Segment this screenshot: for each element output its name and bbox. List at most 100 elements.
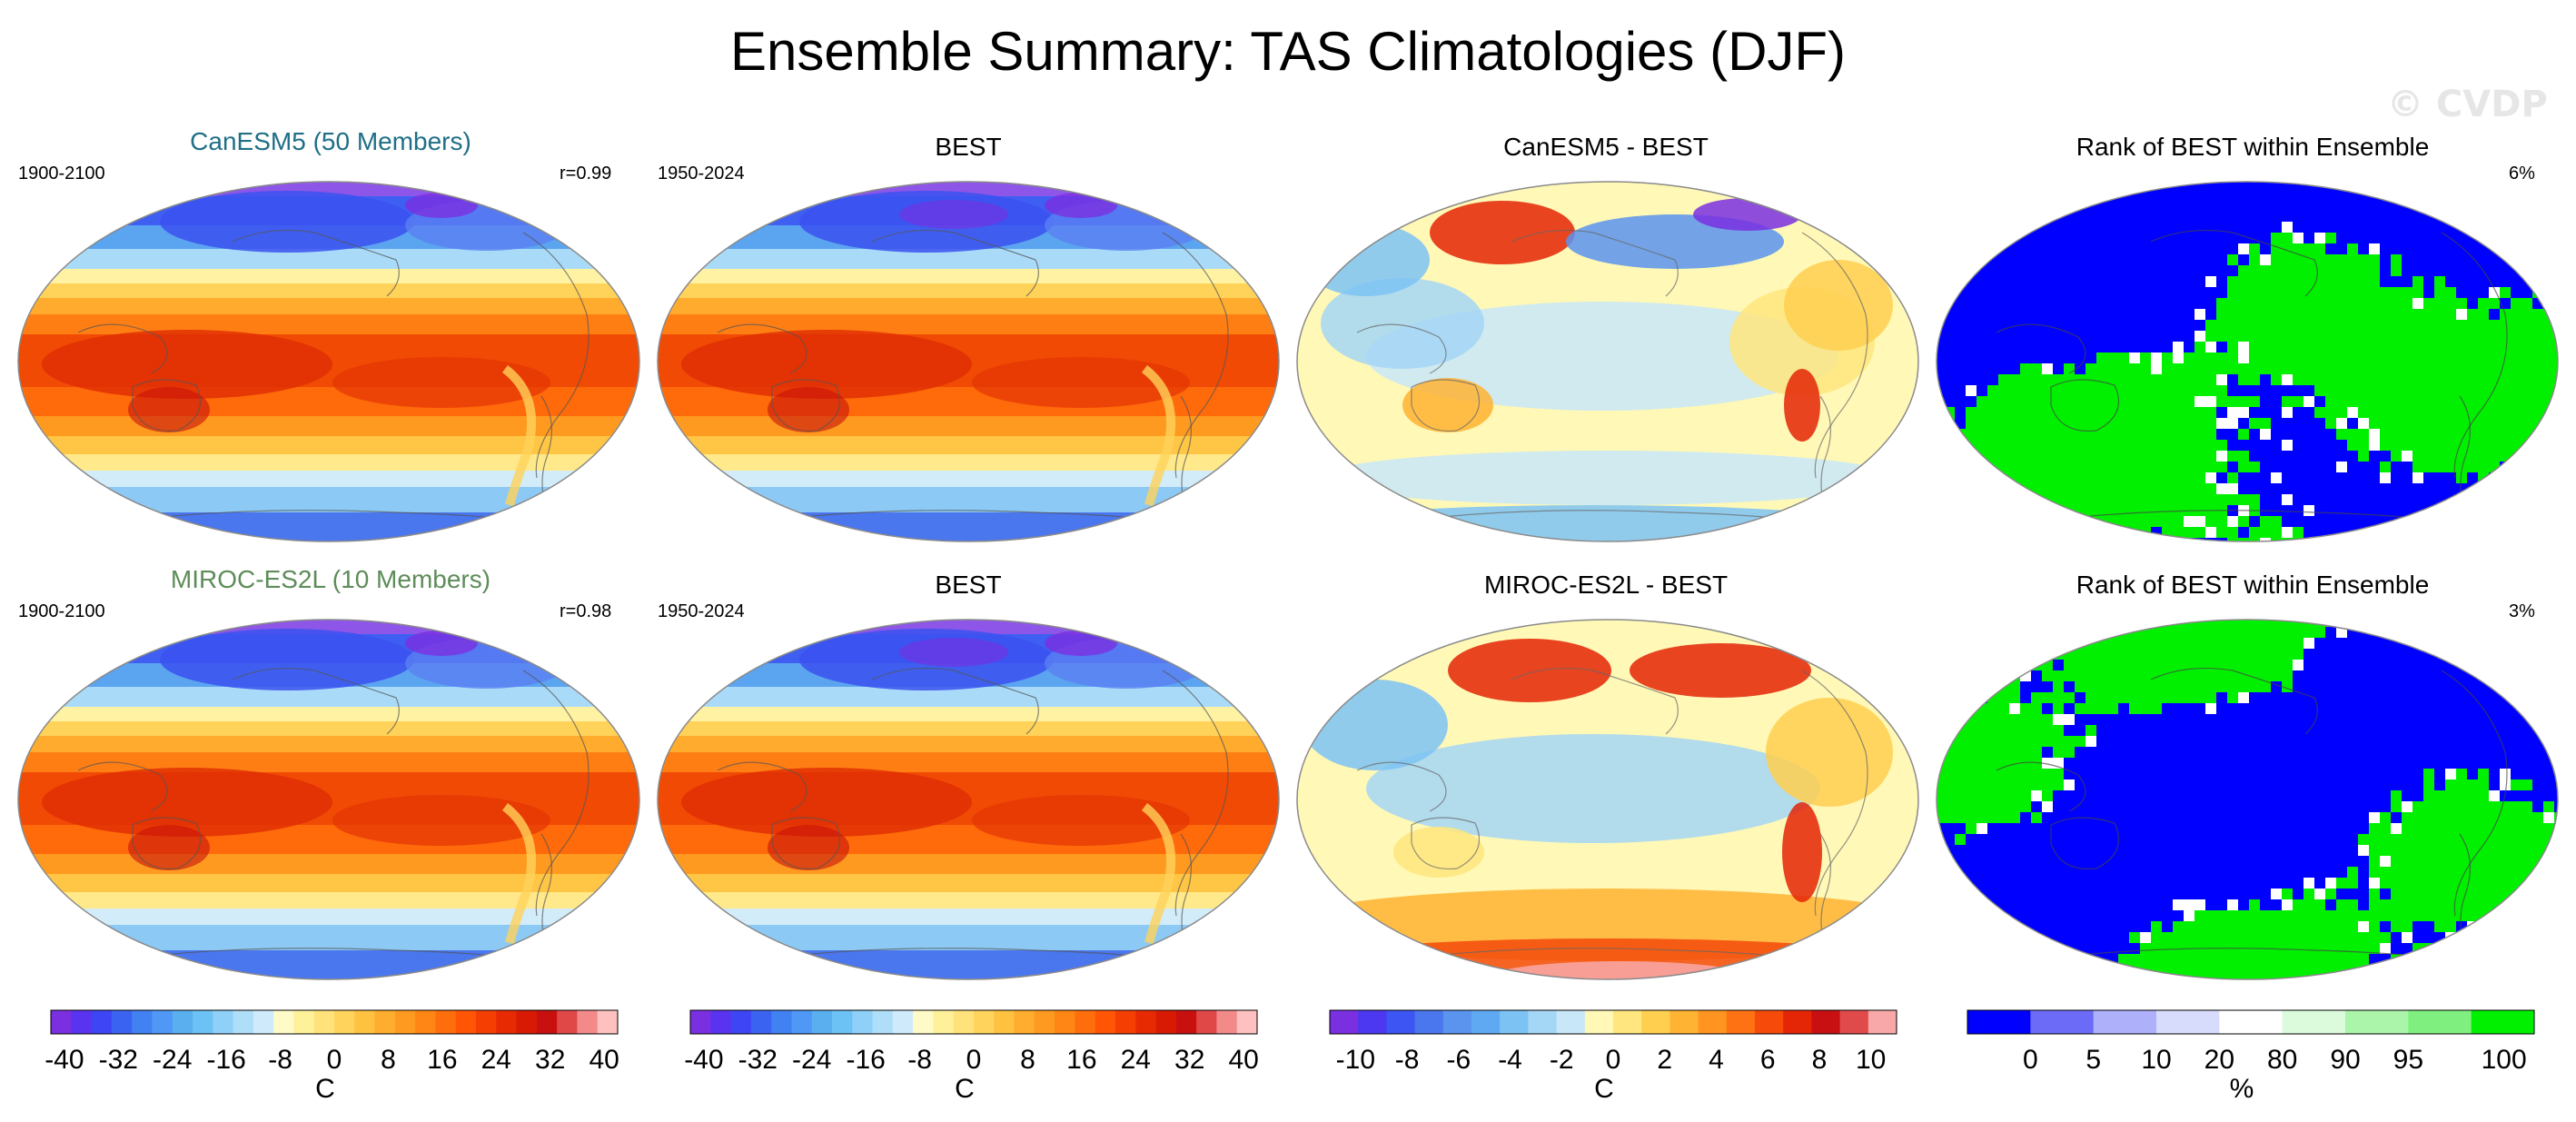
rank-title-row1: Rank of BEST within Ensemble: [2076, 133, 2430, 161]
colorbar-climatology-model: -40 -32 -24 -16 -8 0 8 16 24 32 40 C: [45, 1009, 619, 1104]
colorbar-swatch: [1755, 1010, 1784, 1034]
colorbar-swatch: [152, 1010, 173, 1034]
diff-title-row1: CanESM5 - BEST: [1503, 133, 1709, 161]
model-period-row2: 1900-2100: [18, 601, 105, 621]
colorbar-swatch: [1471, 1010, 1501, 1034]
colorbar-swatch: [1442, 1010, 1472, 1034]
colorbar-swatch: [994, 1010, 1016, 1034]
colorbar-tick-label: 4: [1709, 1045, 1724, 1075]
colorbar-swatch: [354, 1010, 376, 1034]
colorbar-tick-label: 32: [535, 1045, 565, 1075]
map-obs-climatology-row1: [657, 181, 1280, 542]
colorbar-frame: [1967, 1009, 2535, 1035]
colorbar-swatch: [974, 1010, 995, 1034]
colorbar-swatch: [1115, 1010, 1136, 1034]
colorbar-swatch: [2471, 1010, 2535, 1034]
colorbar-climatology-obs: -40 -32 -24 -16 -8 0 8 16 24 32 40 C: [684, 1009, 1259, 1104]
colorbar-swatch: [476, 1010, 497, 1034]
colorbar-swatch: [1386, 1010, 1416, 1034]
colorbar-swatch: [2345, 1010, 2409, 1034]
colorbar-unit-label: C: [315, 1074, 335, 1104]
colorbar-tick-label: 24: [481, 1045, 511, 1075]
colorbar-tick-label: 95: [2393, 1045, 2423, 1075]
colorbar-swatch: [1095, 1010, 1116, 1034]
colorbar-swatch: [750, 1010, 772, 1034]
colorbar-swatch: [1196, 1010, 1217, 1034]
colorbar-swatch: [710, 1010, 732, 1034]
colorbar-swatch: [2030, 1010, 2095, 1034]
colorbar-swatch: [771, 1010, 792, 1034]
colorbar-tick-label: -32: [99, 1045, 138, 1075]
colorbar-swatch: [253, 1010, 274, 1034]
colorbar-tick-label: 0: [2023, 1045, 2038, 1075]
colorbar-swatch: [1236, 1010, 1258, 1034]
colorbar-swatch: [193, 1010, 213, 1034]
colorbar-swatch: [597, 1010, 619, 1034]
colorbar-tick-label: 6: [1760, 1045, 1776, 1075]
colorbar-frame: [1329, 1009, 1897, 1035]
colorbar-swatch: [2408, 1010, 2472, 1034]
colorbar-swatch: [892, 1010, 914, 1034]
colorbar-tick-label: 8: [1020, 1045, 1035, 1075]
colorbar-swatch: [1726, 1010, 1756, 1034]
colorbar-swatch: [415, 1010, 436, 1034]
colorbar-swatch: [1967, 1010, 2031, 1034]
colorbar-tick-label: 16: [427, 1045, 457, 1075]
colorbar-swatch: [1868, 1010, 1897, 1034]
colorbar-difference: -10 -8 -6 -4 -2 0 2 4 6 8 10 C: [1329, 1009, 1897, 1104]
colorbar-swatch: [1155, 1010, 1177, 1034]
colorbar-swatch: [2282, 1010, 2346, 1034]
colorbar-tick-label: 40: [589, 1045, 619, 1075]
cvdp-watermark: © CVDP: [2387, 84, 2548, 125]
colorbar-swatch: [313, 1010, 335, 1034]
colorbar-swatch: [730, 1010, 752, 1034]
colorbar-tick-label: 8: [1812, 1045, 1828, 1075]
colorbar-swatch: [51, 1010, 72, 1034]
colorbar-tick-label: -10: [1336, 1045, 1375, 1075]
colorbar-swatch: [791, 1010, 813, 1034]
colorbar-tick-label: -2: [1550, 1045, 1574, 1075]
colorbar-swatch: [1358, 1010, 1387, 1034]
colorbar-swatch: [1135, 1010, 1157, 1034]
pattern-corr-row1: r=0.99: [560, 164, 612, 184]
map-model-climatology-row1: [17, 181, 640, 542]
colorbar-swatch: [2093, 1010, 2157, 1034]
colorbar-unit-label: %: [2230, 1074, 2254, 1104]
colorbar-swatch: [1584, 1010, 1614, 1034]
obs-title-row2: BEST: [935, 571, 1002, 599]
colorbar-swatch: [334, 1010, 355, 1034]
colorbar-swatch: [1414, 1010, 1444, 1034]
colorbar-tick-label: 90: [2330, 1045, 2360, 1075]
map-outline: [1936, 619, 2559, 980]
colorbar-tick-label: -6: [1446, 1045, 1471, 1075]
colorbar-swatch: [1669, 1010, 1699, 1034]
colorbar-tick-label: 20: [2204, 1045, 2234, 1075]
colorbar-swatch: [394, 1010, 416, 1034]
colorbar-swatch: [435, 1010, 457, 1034]
colorbar-swatch: [1500, 1010, 1529, 1034]
colorbar-swatch: [1556, 1010, 1586, 1034]
colorbar-swatch: [577, 1010, 599, 1034]
colorbar-swatch: [1839, 1010, 1869, 1034]
map-rank-row2: [1936, 619, 2559, 980]
colorbar-swatch: [455, 1010, 477, 1034]
rank-title-row2: Rank of BEST within Ensemble: [2076, 571, 2430, 599]
colorbar-tick-label: 10: [1856, 1045, 1886, 1075]
colorbar-swatch: [2156, 1010, 2220, 1034]
colorbar-swatch: [1528, 1010, 1558, 1034]
map-outline: [17, 619, 640, 980]
colorbar-tick-label: 40: [1228, 1045, 1258, 1075]
colorbar-tick-label: -16: [206, 1045, 245, 1075]
colorbar-unit-label: C: [1594, 1074, 1614, 1104]
map-outline: [17, 181, 640, 542]
colorbar-swatch: [1330, 1010, 1359, 1034]
model-title-row1: CanESM5 (50 Members): [190, 127, 471, 155]
colorbar-swatch: [111, 1010, 133, 1034]
colorbar-tick-label: 0: [966, 1045, 982, 1075]
colorbar-rank: 0 5 10 20 80 90 95 100%: [1967, 1009, 2535, 1104]
obs-period-row2: 1950-2024: [658, 601, 745, 621]
obs-title-row1: BEST: [935, 133, 1002, 161]
colorbar-swatch: [1783, 1010, 1812, 1034]
map-rank-row1: [1936, 181, 2559, 542]
colorbar-tick-label: -32: [738, 1045, 778, 1075]
